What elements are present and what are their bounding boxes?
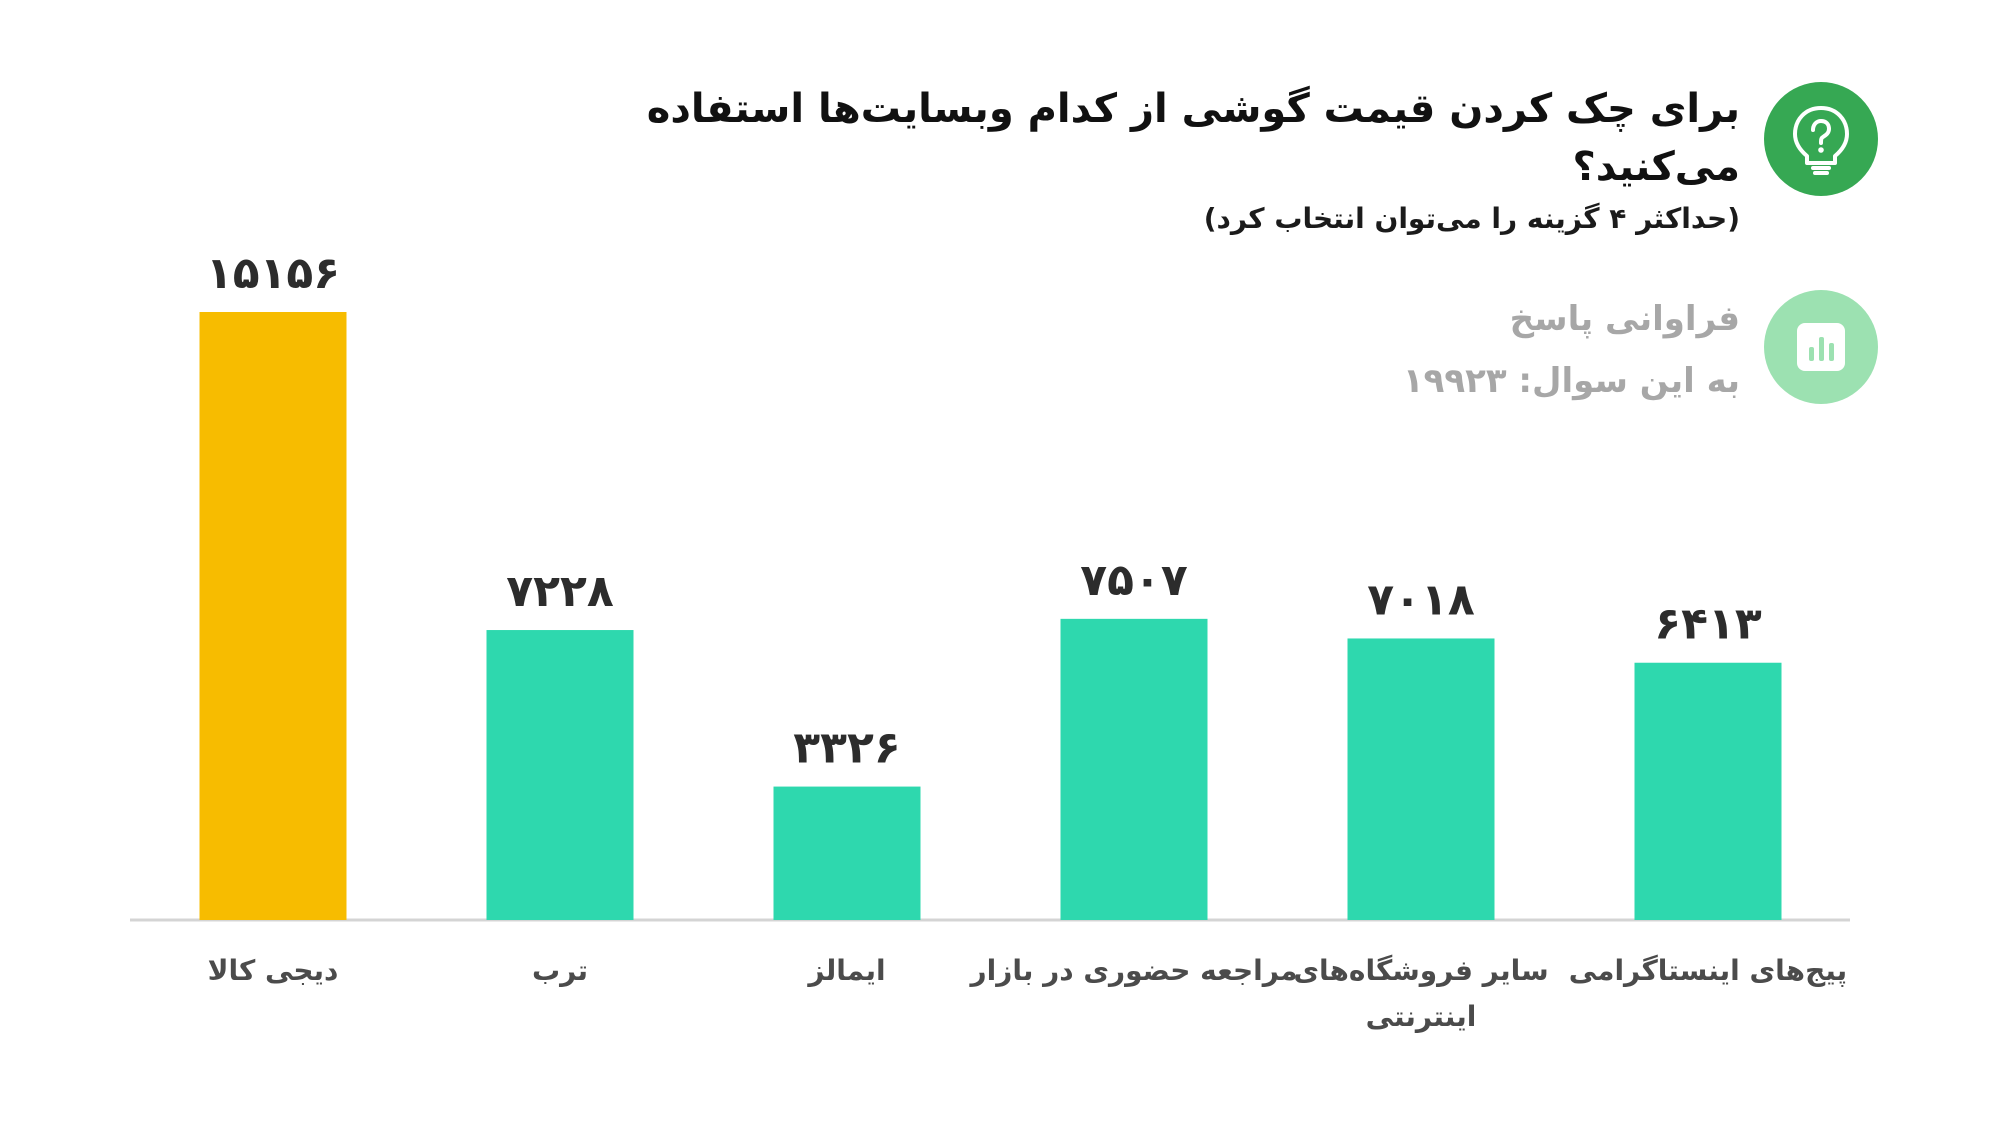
frequency-line-2: به این سوال: ۱۹۹۲۳ (1402, 361, 1740, 401)
bar (199, 312, 347, 920)
bar-value-label: ۶۴۱۳ (1654, 599, 1762, 650)
bar (1347, 638, 1495, 920)
category-label: پیج‌های اینستاگرامی (1569, 954, 1847, 987)
bar-value-label: ۷۰۱۸ (1367, 574, 1475, 625)
category-label: ایمالز (806, 954, 885, 987)
bar-value-label: ۳۳۲۶ (793, 723, 900, 774)
bar-value-label: ۷۵۰۷ (1080, 555, 1188, 606)
bar-value-label: ۷۲۲۸ (506, 566, 614, 617)
bar (486, 630, 634, 920)
bar (1634, 662, 1782, 920)
chart-subtitle: (حداکثر ۴ گزینه را می‌توان انتخاب کرد) (1203, 202, 1740, 235)
category-label: سایر فروشگاه‌های (1293, 954, 1548, 987)
bar (1060, 618, 1208, 920)
category-label: اینترنتی (1366, 1000, 1477, 1033)
chart-header: برای چک کردن قیمت گوشی از کدام وبسایت‌ها… (640, 80, 1740, 235)
category-label: مراجعه حضوری در بازار (968, 954, 1297, 987)
bar-chart-icon (1764, 290, 1878, 404)
bar-value-label: ۱۵۱۵۶ (206, 248, 340, 299)
category-label: ترب (532, 954, 588, 987)
response-frequency: فراوانی پاسخ به این سوال: ۱۹۹۲۳ (1220, 290, 1740, 410)
frequency-line-1: فراوانی پاسخ (1509, 299, 1740, 339)
category-label: دیجی کالا (208, 954, 339, 987)
chart-title: برای چک کردن قیمت گوشی از کدام وبسایت‌ها… (646, 86, 1740, 190)
question-bulb-icon (1764, 82, 1878, 196)
bar (773, 786, 921, 920)
